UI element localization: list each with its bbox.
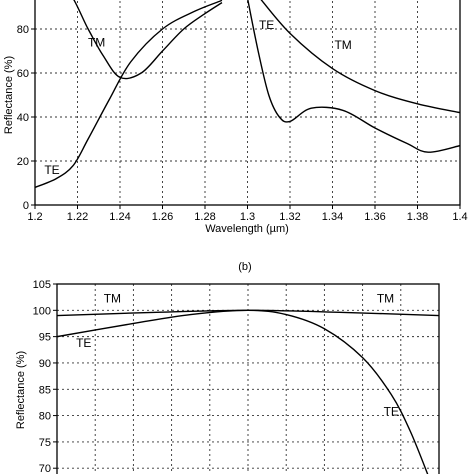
chart-a-y-ticks: 0 20 40 60 80 [17, 24, 35, 212]
x-tick-label: 1.34 [322, 211, 343, 223]
annotation-te: TE [384, 405, 399, 419]
chart-a-xlabel: Wavelength (µm) [205, 223, 289, 235]
chart-b-grid [57, 284, 439, 474]
y-tick-label: 105 [33, 279, 51, 291]
annotation-tm: TM [377, 291, 394, 305]
x-tick-label: 1.24 [109, 211, 130, 223]
annotation-tm: TM [334, 38, 351, 52]
y-tick-label: 75 [39, 437, 51, 449]
x-tick-label: 1.36 [364, 211, 385, 223]
x-tick-label: 1.3 [240, 211, 255, 223]
y-tick-label: 0 [23, 200, 29, 212]
x-tick-label: 1.38 [407, 211, 428, 223]
x-tick-label: 1.28 [194, 211, 215, 223]
series-line-tm [73, 0, 223, 80]
chart-a-series [35, 0, 460, 189]
chart-a-ylabel: Reflectance (%) [3, 56, 15, 134]
annotation-tm: TM [104, 291, 121, 305]
y-tick-label: 60 [17, 68, 29, 80]
y-tick-label: 100 [33, 305, 51, 317]
series-line-te [247, 0, 460, 153]
x-tick-label: 1.4 [452, 211, 467, 223]
y-tick-label: 90 [39, 358, 51, 370]
chart-a-x-ticks: 1.2 1.22 1.24 1.26 1.28 1.3 1.32 1.34 1.36 1.38 1.… [27, 205, 468, 223]
y-tick-label: 40 [17, 112, 29, 124]
y-tick-label: 80 [17, 24, 29, 36]
annotation-tm: TM [88, 36, 105, 50]
annotation-te: TE [76, 336, 91, 350]
series-line-tm [260, 0, 460, 114]
chart-b: 70 75 80 85 90 95 100 105 TM TM TE TE Reflectance … [15, 279, 440, 474]
chart-b-title: (b) [238, 261, 251, 273]
y-tick-label: 80 [39, 411, 51, 423]
chart-b-frame [56, 283, 440, 474]
x-tick-label: 1.26 [152, 211, 173, 223]
series-line-te [57, 309, 429, 474]
chart-b-annotations: TM TM TE TE [76, 291, 399, 418]
x-tick-label: 1.32 [279, 211, 300, 223]
series-line-te [35, 0, 223, 189]
y-tick-label: 20 [17, 156, 29, 168]
x-tick-label: 1.2 [27, 211, 42, 223]
chart-b-series [57, 309, 439, 474]
chart-b-y-ticks: 70 75 80 85 90 95 100 105 [33, 279, 57, 474]
chart-b-ylabel: Reflectance (%) [15, 351, 27, 429]
y-tick-label: 70 [39, 463, 51, 474]
chart-a-annotations: TM TE TM TE [44, 18, 351, 177]
annotation-te: TE [259, 18, 274, 32]
y-tick-label: 95 [39, 332, 51, 344]
y-tick-label: 85 [39, 384, 51, 396]
chart-a-grid [35, 0, 460, 205]
chart-a: 1.2 1.22 1.24 1.26 1.28 1.3 1.32 1.34 1.36 1.38 1.… [3, 0, 468, 235]
annotation-te: TE [44, 163, 59, 177]
x-tick-label: 1.22 [67, 211, 88, 223]
